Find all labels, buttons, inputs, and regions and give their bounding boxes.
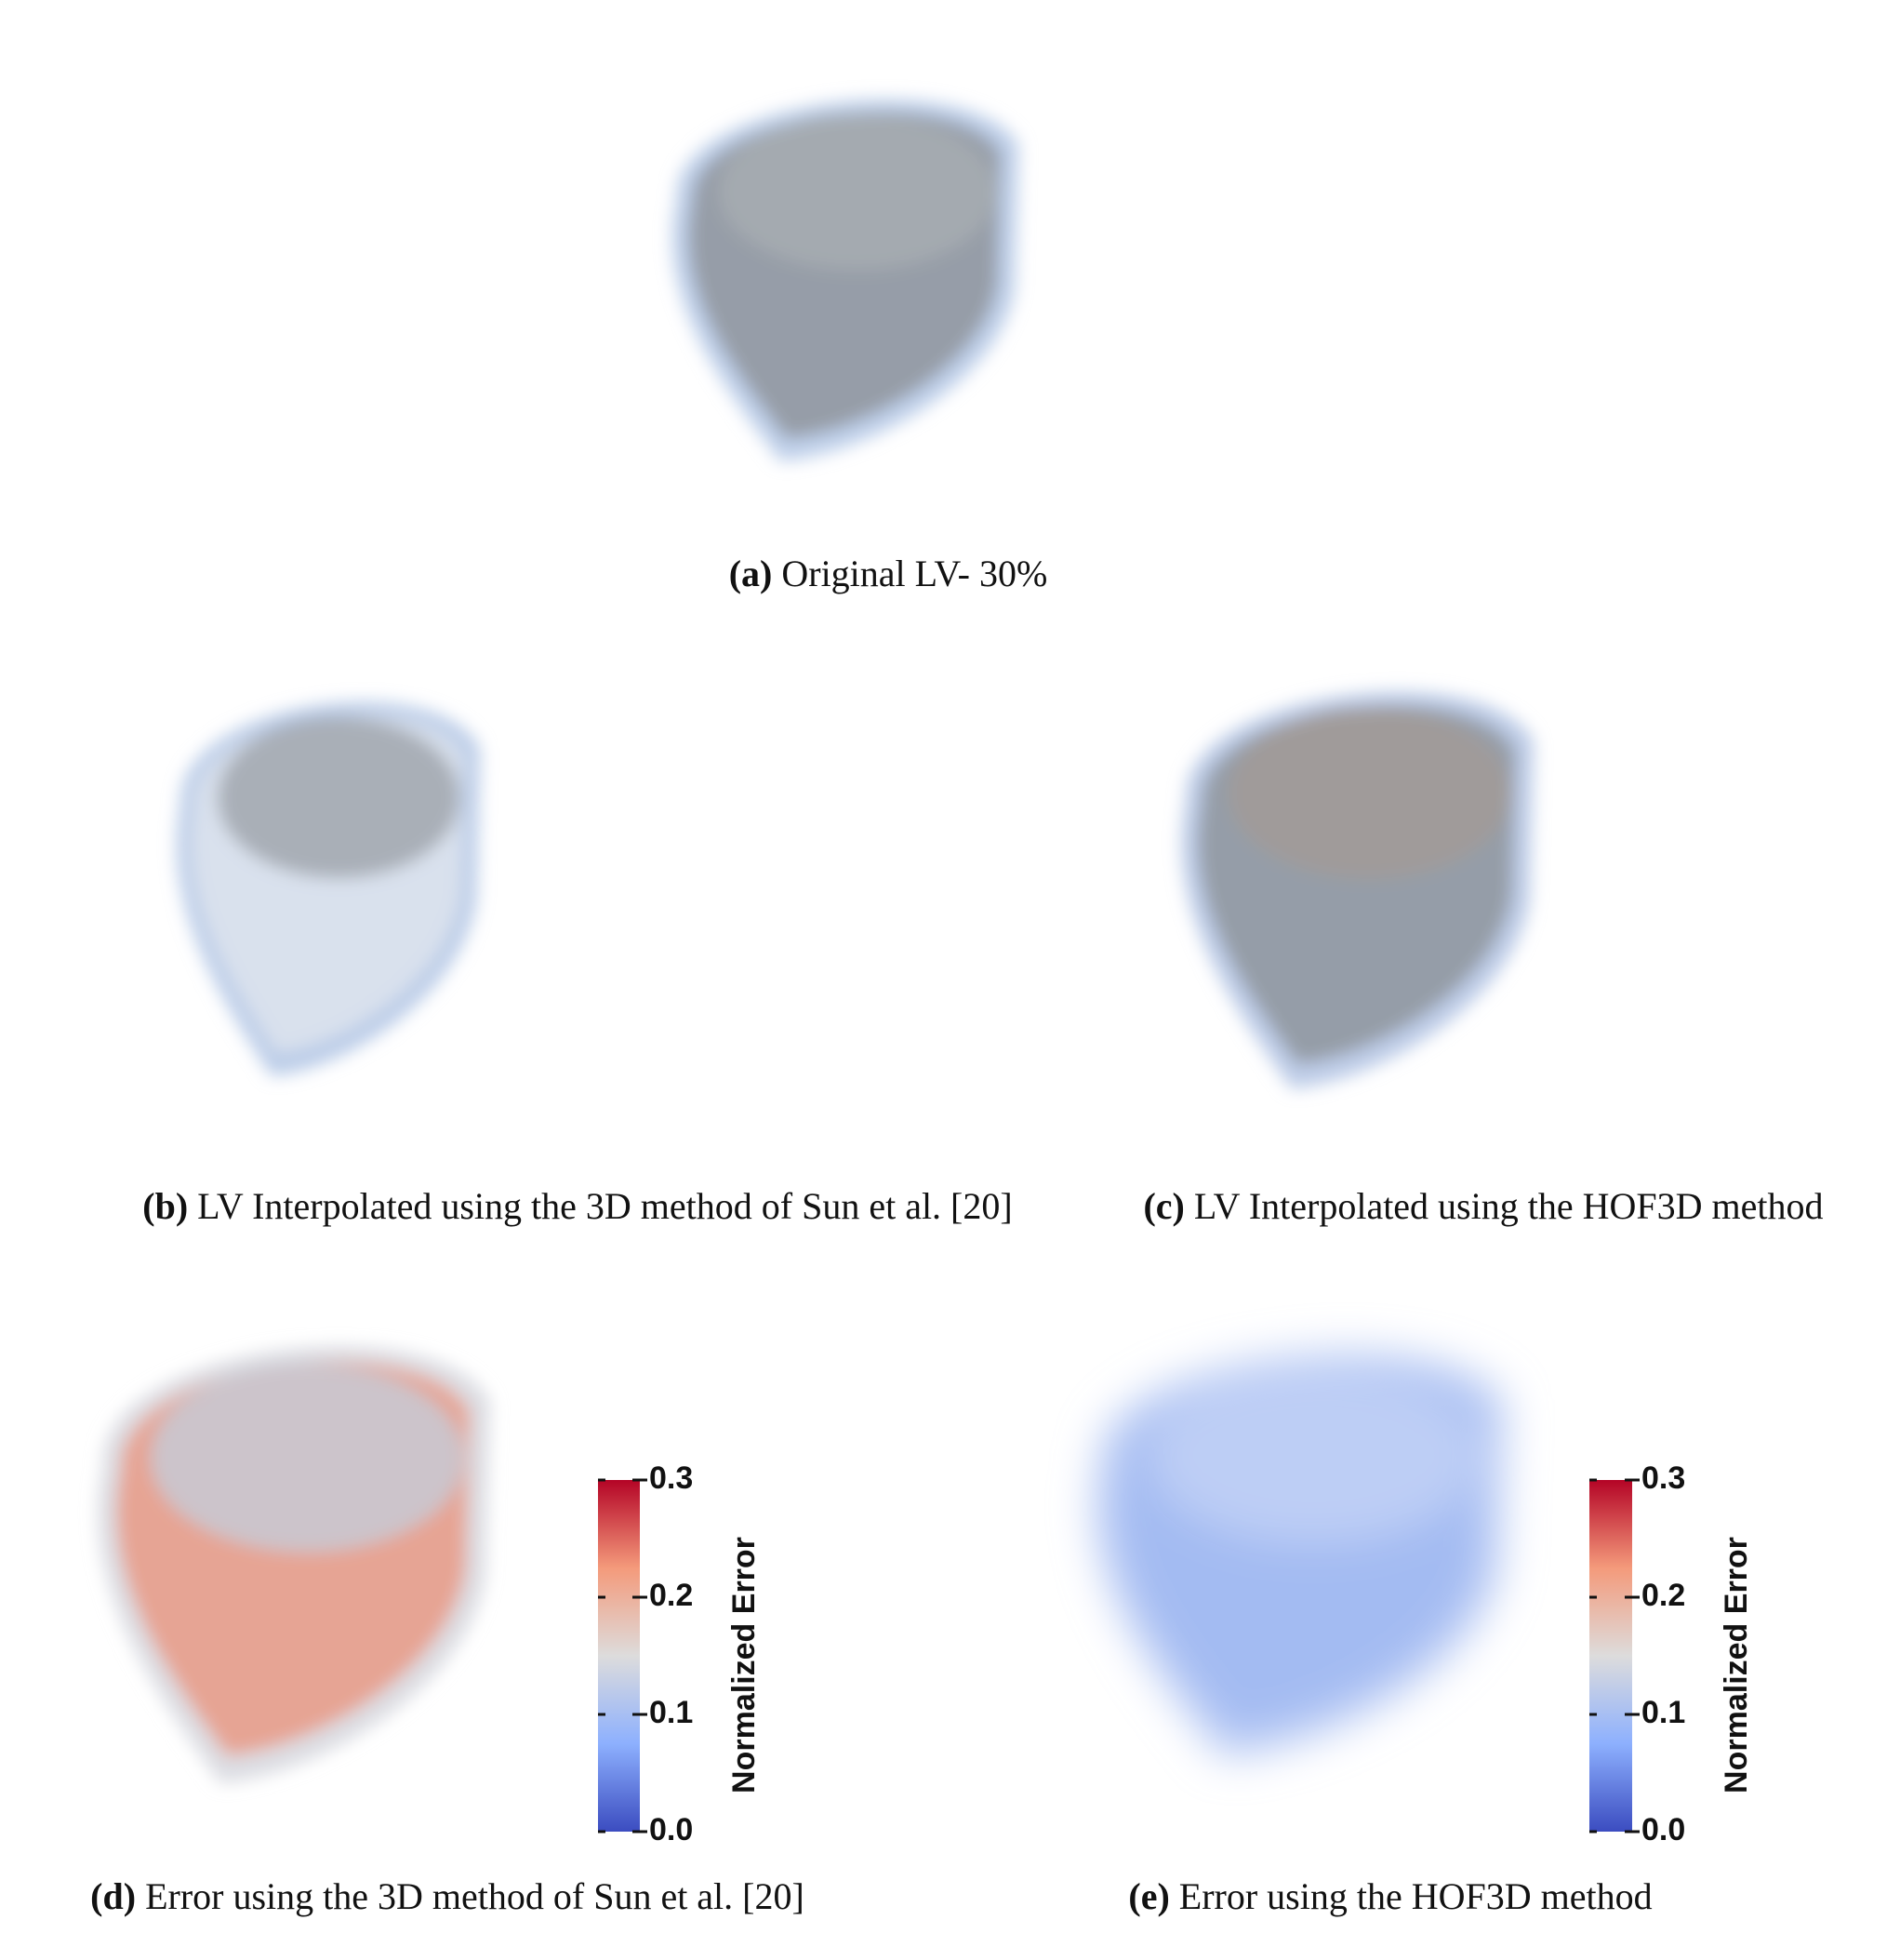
tick-label: 0.2 — [649, 1578, 693, 1613]
caption-text: Error using the 3D method of Sun et al. … — [145, 1875, 804, 1917]
tick-label: 0.1 — [1641, 1695, 1685, 1730]
colorbar-gradient — [598, 1480, 640, 1832]
caption: (b) LV Interpolated using the 3D method … — [142, 1185, 1012, 1227]
lv-shape — [98, 1346, 490, 1783]
colorbar-gradient — [1589, 1480, 1632, 1832]
tick-label: 0.0 — [1641, 1812, 1685, 1847]
tick-label: 0.3 — [1641, 1460, 1685, 1496]
caption: (e) Error using the HOF3D method — [1128, 1875, 1652, 1917]
caption-text: Original LV- 30% — [781, 553, 1047, 594]
panel-label: (b) — [142, 1185, 188, 1227]
colorbar-title: Normalized Error — [1719, 1537, 1754, 1793]
lv-shape — [176, 701, 481, 1076]
panel-label: (a) — [729, 553, 773, 594]
panel-label: (c) — [1143, 1185, 1184, 1227]
tick-label: 0.3 — [649, 1460, 693, 1496]
tick-label: 0.2 — [1641, 1578, 1685, 1613]
lv-shape — [671, 99, 1019, 461]
caption: (a) Original LV- 30% — [729, 553, 1048, 594]
lv-shape — [1093, 1351, 1508, 1760]
panel-label: (e) — [1128, 1875, 1169, 1917]
renderings — [98, 99, 1535, 1783]
colorbar-title: Normalized Error — [726, 1537, 762, 1793]
caption-text: LV Interpolated using the HOF3D method — [1194, 1185, 1824, 1227]
panel-label: (d) — [90, 1875, 136, 1917]
tick-label: 0.1 — [649, 1695, 693, 1730]
colorbar: 0.0 0.1 0.2 0.3 Normalized Error — [598, 1460, 762, 1847]
colorbar: 0.0 0.1 0.2 0.3 Normalized Error — [1589, 1460, 1754, 1847]
caption-text: LV Interpolated using the 3D method of S… — [197, 1185, 1013, 1227]
tick-label: 0.0 — [649, 1812, 693, 1847]
caption: (d) Error using the 3D method of Sun et … — [90, 1875, 804, 1917]
caption: (c) LV Interpolated using the HOF3D meth… — [1143, 1185, 1823, 1227]
lv-shape — [1181, 691, 1535, 1089]
caption-text: Error using the HOF3D method — [1179, 1875, 1653, 1917]
